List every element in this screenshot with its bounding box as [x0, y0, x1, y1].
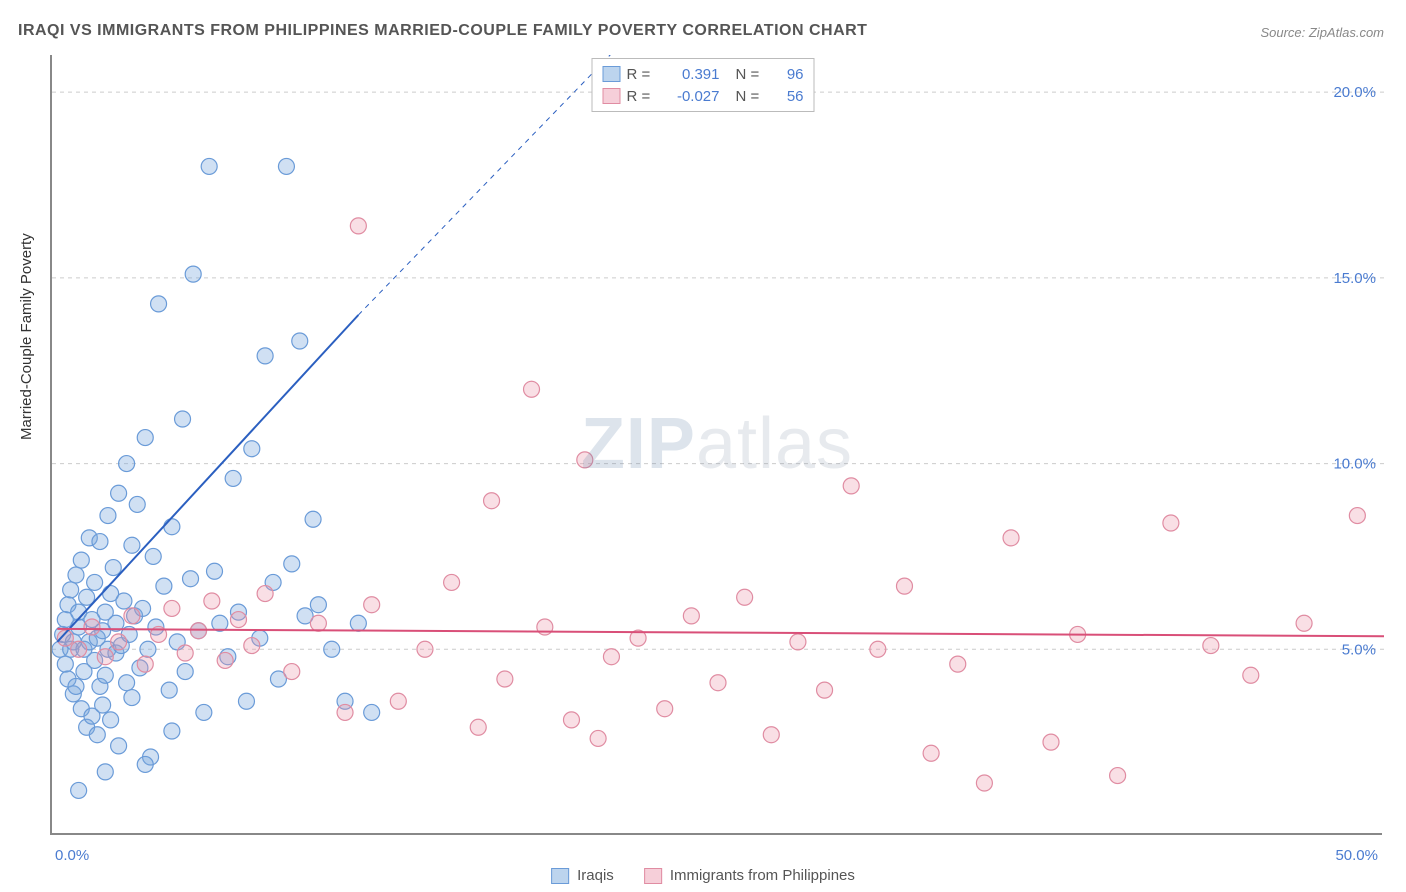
svg-text:10.0%: 10.0% [1333, 456, 1376, 473]
source-attribution: Source: ZipAtlas.com [1260, 25, 1384, 40]
legend-row: R = 0.391 N = 96 [603, 63, 804, 85]
r-label: R = [627, 66, 659, 83]
svg-text:20.0%: 20.0% [1333, 84, 1376, 101]
legend-item: Iraqis [551, 867, 614, 884]
legend-label: Iraqis [577, 867, 614, 884]
x-tick-max: 50.0% [1335, 847, 1378, 864]
n-label: N = [736, 66, 768, 83]
svg-text:15.0%: 15.0% [1333, 270, 1376, 287]
legend-swatch-icon [603, 66, 621, 82]
r-value: -0.027 [665, 88, 720, 105]
n-value: 56 [774, 88, 804, 105]
legend-swatch-icon [551, 868, 569, 884]
legend-item: Immigrants from Philippines [644, 867, 855, 884]
series-legend: Iraqis Immigrants from Philippines [551, 867, 855, 884]
correlation-legend: R = 0.391 N = 96 R = -0.027 N = 56 [592, 58, 815, 112]
plot-area: 5.0%10.0%15.0%20.0% ZIPatlas [50, 55, 1382, 835]
legend-swatch-icon [644, 868, 662, 884]
legend-row: R = -0.027 N = 56 [603, 85, 804, 107]
r-value: 0.391 [665, 66, 720, 83]
r-label: R = [627, 88, 659, 105]
x-tick-min: 0.0% [55, 847, 89, 864]
legend-swatch-icon [603, 88, 621, 104]
scatter-chart: 5.0% 10.0% 15.0% 20.0% [52, 55, 1384, 835]
n-label: N = [736, 88, 768, 105]
chart-title: IRAQI VS IMMIGRANTS FROM PHILIPPINES MAR… [18, 22, 867, 40]
n-value: 96 [774, 66, 804, 83]
y-axis-label: Married-Couple Family Poverty [18, 233, 35, 440]
legend-label: Immigrants from Philippines [670, 867, 855, 884]
svg-text:5.0%: 5.0% [1342, 641, 1376, 658]
